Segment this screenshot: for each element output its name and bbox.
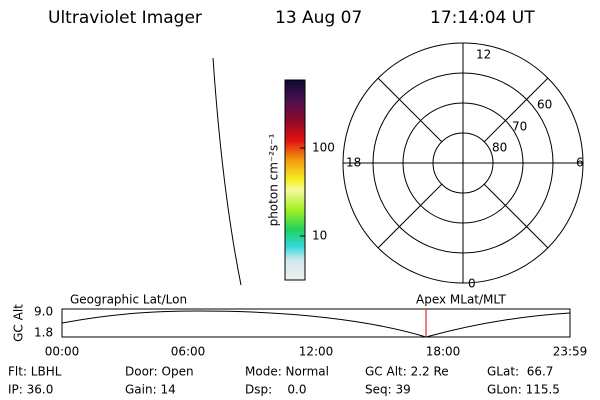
- axis: [483, 77, 549, 143]
- lat-label: 80: [492, 141, 507, 155]
- earth-limb: [212, 57, 242, 286]
- lat-label: 70: [512, 120, 527, 134]
- info-field: Flt: LBHL: [8, 365, 62, 379]
- mlt-label: 0: [468, 277, 476, 291]
- mlt-label: 18: [346, 156, 361, 170]
- info-field: Door: Open: [125, 365, 194, 379]
- colorbar-scale: [284, 79, 306, 281]
- date: 13 Aug 07: [275, 8, 362, 28]
- mlt-label: 6: [576, 156, 584, 170]
- colorbar-tick-label: 10: [312, 229, 327, 243]
- info-field: IP: 36.0: [8, 383, 53, 397]
- x-tick-label: 00:00: [45, 345, 80, 359]
- axis: [377, 183, 443, 249]
- axis: [483, 183, 549, 249]
- colorbar: 100 10 photon cm⁻²s⁻¹: [267, 79, 335, 281]
- info-field: GLon: 115.5: [487, 383, 560, 397]
- y-tick-label: 1.8: [34, 326, 53, 340]
- mlt-label: 12: [476, 48, 491, 62]
- axis: [377, 77, 443, 143]
- info-field: GC Alt: 2.2 Re: [365, 365, 449, 379]
- lat-label: 60: [537, 98, 552, 112]
- info-field: Mode: Normal: [245, 365, 329, 379]
- altitude-curve: [61, 310, 571, 338]
- info-field: Dsp: 0.0: [245, 383, 307, 397]
- panel-label: Geographic Lat/Lon: [70, 293, 187, 307]
- colorbar-tick-label: 100: [312, 141, 335, 155]
- altitude-panel: Geographic Lat/Lon Apex MLat/MLT GC Alt …: [12, 293, 588, 359]
- time: 17:14:04 UT: [430, 8, 535, 28]
- info-table: Flt: LBHL Door: Open Mode: Normal GC Alt: 2…: [8, 365, 560, 397]
- x-tick-label: 23:59: [553, 345, 588, 359]
- x-tick-label: 18:00: [426, 345, 461, 359]
- x-tick-label: 06:00: [171, 345, 206, 359]
- y-label: GC Alt: [12, 304, 26, 342]
- instrument: Ultraviolet Imager: [48, 8, 202, 28]
- x-tick-label: 12:00: [299, 345, 334, 359]
- polar-grid: 12 18 6 0 60 70 80: [342, 42, 584, 291]
- info-field: GLat: 66.7: [487, 365, 553, 379]
- colorbar-label: photon cm⁻²s⁻¹: [267, 133, 281, 226]
- y-tick-label: 9.0: [34, 305, 53, 319]
- info-field: Gain: 14: [125, 383, 176, 397]
- panel-label: Apex MLat/MLT: [416, 293, 506, 307]
- info-field: Seq: 39: [365, 383, 411, 397]
